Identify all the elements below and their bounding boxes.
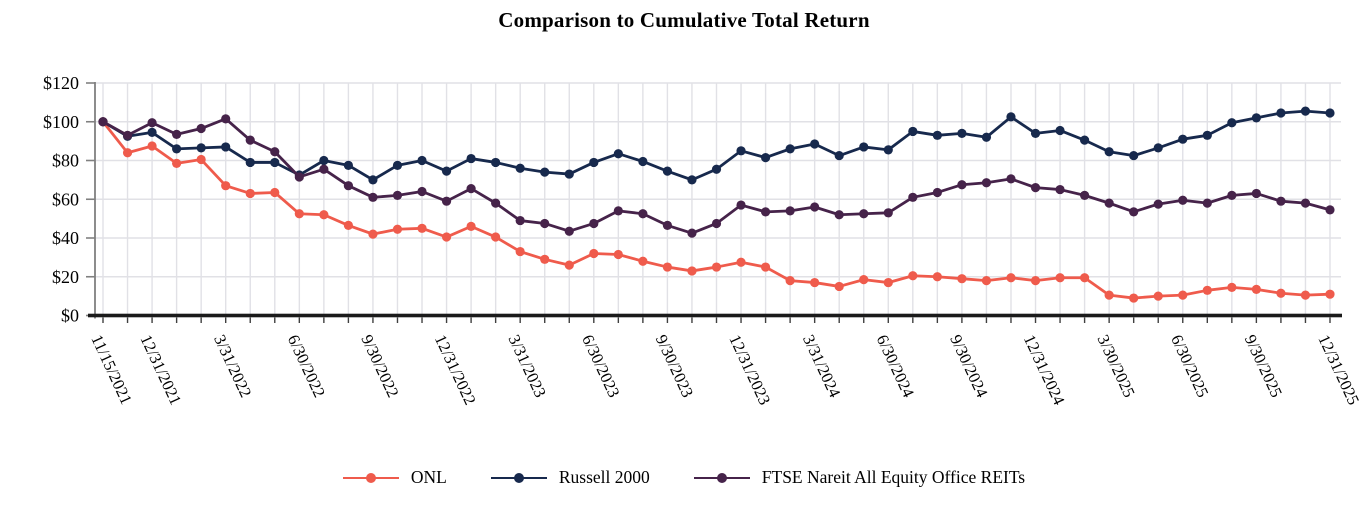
svg-text:$120: $120 (43, 73, 79, 93)
svg-text:3/31/2024: 3/31/2024 (799, 332, 845, 401)
russell-2000-line-marker-icon (490, 472, 547, 483)
series-ftse-nareit-all-equity-office-reits (98, 114, 1335, 238)
svg-text:9/30/2025: 9/30/2025 (1241, 332, 1287, 401)
svg-text:6/30/2025: 6/30/2025 (1167, 332, 1213, 401)
horizontal-gridlines (95, 82, 1341, 317)
svg-text:9/30/2023: 9/30/2023 (652, 332, 698, 401)
legend-label-ftse-nareit: FTSE Nareit All Equity Office REITs (761, 467, 1026, 487)
legend-label-onl: ONL (410, 467, 447, 487)
legend-item-onl: ONL (342, 467, 447, 488)
svg-text:12/31/2025: 12/31/2025 (1314, 332, 1363, 408)
svg-text:$80: $80 (52, 151, 79, 171)
ftse-nareit-line-marker-icon (693, 472, 750, 483)
svg-text:3/30/2025: 3/30/2025 (1094, 332, 1140, 401)
legend-item-ftse-nareit: FTSE Nareit All Equity Office REITs (693, 467, 1026, 488)
svg-text:$60: $60 (52, 189, 79, 209)
x-axis-labels: 11/15/2021 12/31/2021 3/31/2022 6/30/2022 9/… (87, 332, 1363, 408)
legend-item-russell-2000: Russell 2000 (490, 467, 650, 488)
onl-line-marker-icon (342, 472, 399, 483)
svg-text:3/31/2023: 3/31/2023 (505, 332, 551, 401)
svg-text:12/31/2022: 12/31/2022 (431, 332, 480, 408)
legend-label-russell-2000: Russell 2000 (558, 467, 650, 487)
svg-text:11/15/2021: 11/15/2021 (87, 332, 136, 408)
svg-text:$100: $100 (43, 112, 79, 132)
x-axis (88, 313, 1342, 323)
svg-text:12/31/2024: 12/31/2024 (1020, 332, 1069, 408)
svg-text:6/30/2023: 6/30/2023 (578, 332, 624, 401)
svg-text:$20: $20 (52, 267, 79, 287)
svg-text:6/30/2024: 6/30/2024 (873, 332, 919, 401)
chart-legend: ONL Russell 2000 FTSE Nareit All Equity … (0, 467, 1368, 488)
svg-text:$40: $40 (52, 228, 79, 248)
svg-text:$0: $0 (61, 306, 79, 326)
svg-text:9/30/2022: 9/30/2022 (357, 332, 403, 401)
series-onl (98, 117, 1335, 303)
svg-text:12/31/2021: 12/31/2021 (136, 332, 185, 408)
chart-title: Comparison to Cumulative Total Return (498, 8, 870, 32)
y-axis-labels: $120 $100 $80 $60 $40 $20 $0 (43, 73, 79, 326)
svg-text:12/31/2023: 12/31/2023 (725, 332, 774, 408)
svg-text:3/31/2022: 3/31/2022 (210, 332, 256, 401)
svg-text:9/30/2024: 9/30/2024 (946, 332, 992, 401)
svg-text:6/30/2022: 6/30/2022 (284, 332, 330, 401)
y-axis (86, 82, 96, 319)
